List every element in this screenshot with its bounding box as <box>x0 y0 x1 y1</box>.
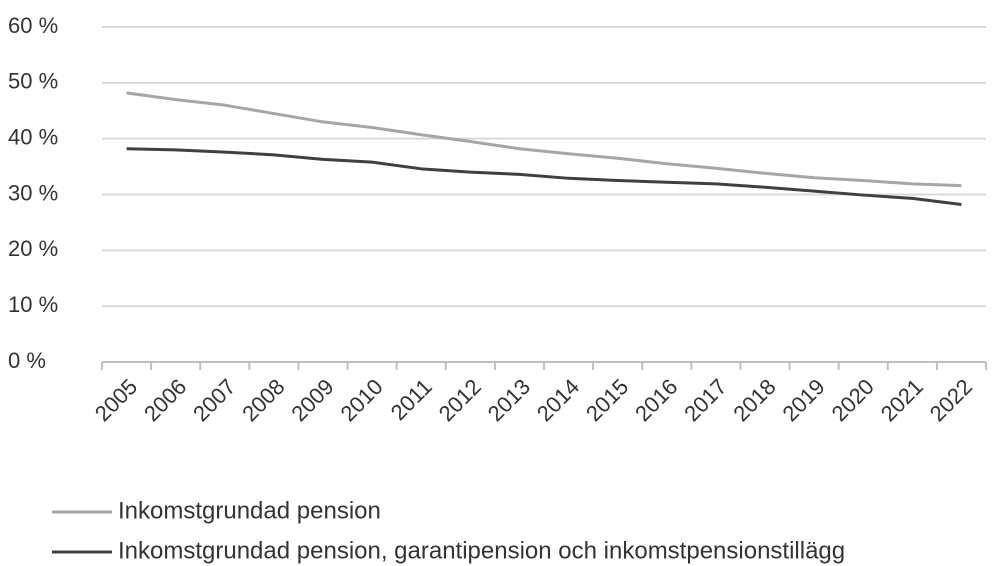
x-tick-label: 2007 <box>188 374 240 426</box>
x-tick-label: 2018 <box>728 374 780 426</box>
x-tick-label: 2016 <box>630 374 682 426</box>
y-tick-label: 40 % <box>8 124 58 149</box>
x-tick-label: 2019 <box>777 374 829 426</box>
legend-label: Inkomstgrundad pension, garantipension o… <box>118 537 845 564</box>
legend-label: Inkomstgrundad pension <box>118 497 381 524</box>
x-tick-label: 2009 <box>286 374 338 426</box>
x-tick-label: 2020 <box>827 374 879 426</box>
x-tick-label: 2014 <box>532 374 584 426</box>
y-tick-label: 30 % <box>8 180 58 205</box>
x-tick-label: 2008 <box>237 374 289 426</box>
x-tick-label: 2011 <box>386 374 437 425</box>
x-tick-label: 2006 <box>139 374 191 426</box>
series-line <box>126 147 962 207</box>
y-tick-label: 10 % <box>8 292 58 317</box>
y-tick-label: 50 % <box>8 69 58 94</box>
x-tick-label: 2021 <box>876 374 928 426</box>
x-tick-label: 2013 <box>483 374 535 426</box>
x-tick-label: 2022 <box>925 374 977 426</box>
x-tick-label: 2012 <box>434 374 486 426</box>
x-tick-label: 2017 <box>679 374 731 426</box>
x-tick-label: 2015 <box>581 374 633 426</box>
y-tick-label: 20 % <box>8 236 58 261</box>
y-tick-label: 60 % <box>8 13 58 38</box>
x-tick-label: 2005 <box>90 374 142 426</box>
series-line <box>126 91 962 188</box>
x-tick-label: 2010 <box>335 374 387 426</box>
y-tick-label: 0 % <box>8 348 46 373</box>
